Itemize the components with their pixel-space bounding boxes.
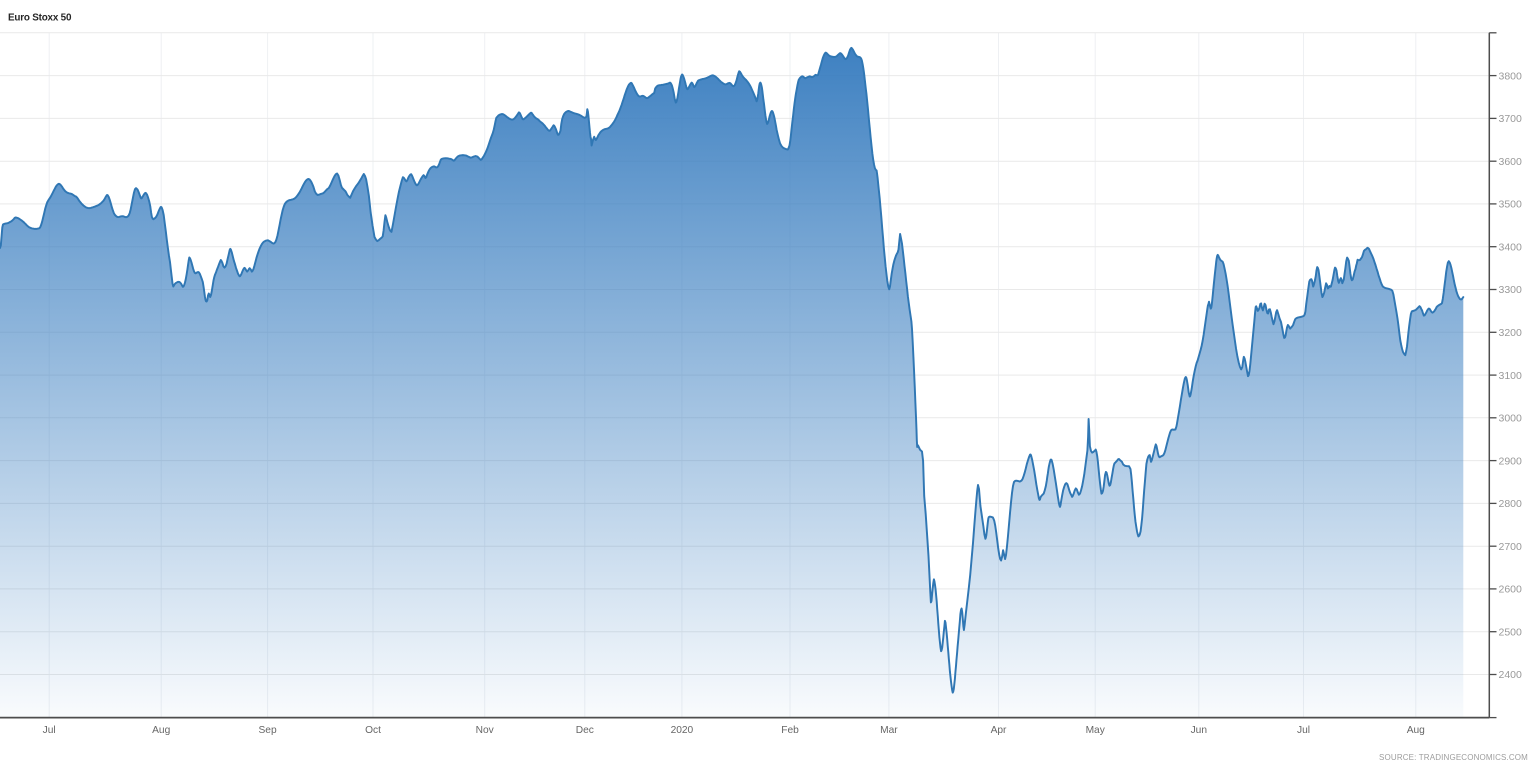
svg-text:Apr: Apr bbox=[991, 725, 1007, 736]
svg-text:3800: 3800 bbox=[1499, 70, 1523, 82]
svg-text:Euro Stoxx 50: Euro Stoxx 50 bbox=[8, 13, 72, 24]
svg-text:Feb: Feb bbox=[781, 725, 799, 736]
svg-text:3300: 3300 bbox=[1499, 284, 1523, 296]
svg-text:Jun: Jun bbox=[1191, 725, 1207, 736]
svg-text:3600: 3600 bbox=[1499, 156, 1523, 168]
svg-text:Aug: Aug bbox=[152, 725, 170, 736]
svg-text:2600: 2600 bbox=[1499, 584, 1523, 596]
svg-text:May: May bbox=[1086, 725, 1106, 736]
svg-text:3500: 3500 bbox=[1499, 199, 1523, 211]
svg-text:Nov: Nov bbox=[476, 725, 495, 736]
svg-text:2020: 2020 bbox=[671, 725, 694, 736]
svg-text:2700: 2700 bbox=[1499, 541, 1523, 553]
svg-text:Oct: Oct bbox=[365, 725, 381, 736]
svg-text:2800: 2800 bbox=[1499, 498, 1523, 510]
svg-text:3700: 3700 bbox=[1499, 113, 1523, 125]
svg-text:3400: 3400 bbox=[1499, 241, 1523, 253]
svg-text:2900: 2900 bbox=[1499, 455, 1523, 467]
svg-text:3200: 3200 bbox=[1499, 327, 1523, 339]
svg-text:3100: 3100 bbox=[1499, 370, 1523, 382]
svg-text:2500: 2500 bbox=[1499, 626, 1523, 638]
svg-text:3000: 3000 bbox=[1499, 413, 1523, 425]
svg-text:SOURCE: TRADINGECONOMICS.COM: SOURCE: TRADINGECONOMICS.COM bbox=[1379, 753, 1528, 761]
svg-text:Sep: Sep bbox=[259, 725, 277, 736]
svg-text:Mar: Mar bbox=[880, 725, 898, 736]
svg-text:Jul: Jul bbox=[43, 725, 56, 736]
svg-text:Aug: Aug bbox=[1407, 725, 1425, 736]
svg-text:2400: 2400 bbox=[1499, 669, 1523, 681]
svg-text:Dec: Dec bbox=[576, 725, 594, 736]
svg-text:Jul: Jul bbox=[1297, 725, 1310, 736]
